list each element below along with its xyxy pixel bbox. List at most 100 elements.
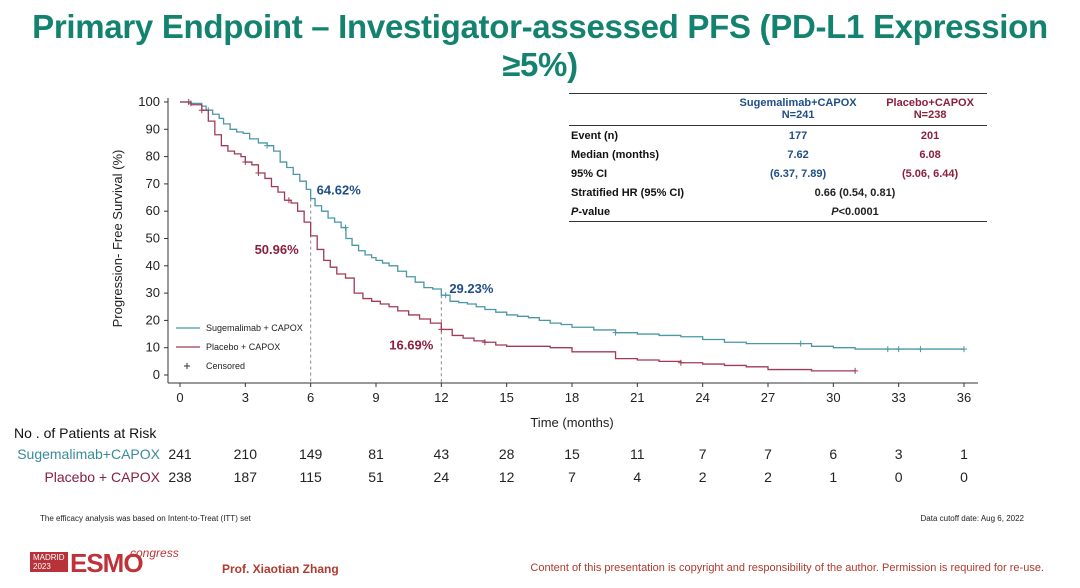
x-tick-label: 36	[957, 390, 971, 405]
risk-row: Sugemalimab+CAPOX 241 210 149 81 43 28 15 11 7 7 6 3…	[0, 446, 1080, 464]
y-tick-label: 20	[146, 312, 160, 327]
risk-value: 15	[564, 446, 580, 462]
x-tick-label: 24	[695, 390, 709, 405]
x-tick-label: 33	[891, 390, 905, 405]
y-tick-label: 80	[146, 149, 160, 164]
x-tick-label: 30	[826, 390, 840, 405]
stats-table: Sugemalimab+CAPOX N=241 Placebo+CAPOX N=23…	[569, 93, 987, 222]
risk-table-title: No . of Patients at Risk	[14, 425, 157, 441]
risk-value: 1	[829, 469, 838, 485]
stats-header-sugemalimab: Sugemalimab+CAPOX N=241	[739, 97, 857, 121]
legend-label: Censored	[206, 361, 245, 371]
y-tick-label: 10	[146, 340, 160, 355]
censor-mark	[852, 367, 859, 374]
risk-value: 6	[829, 446, 838, 462]
y-tick-label: 100	[138, 94, 160, 109]
censor-mark	[198, 107, 205, 114]
censor-mark	[481, 339, 488, 346]
logo-city-year: MADRID 2023	[30, 552, 68, 572]
censor-mark	[677, 359, 684, 366]
legend: Sugemalimab + CAPOX Placebo + CAPOX Censor…	[176, 323, 303, 371]
censor-mark	[342, 224, 349, 231]
censor-mark	[917, 346, 924, 353]
censor-mark	[242, 159, 249, 166]
annotation-label: 64.62%	[317, 183, 362, 198]
risk-value: 24	[433, 469, 450, 485]
x-tick-label: 12	[434, 390, 448, 405]
censor-mark	[797, 340, 804, 347]
annotations: 64.62% 50.96% 29.23% 16.69%	[255, 183, 494, 353]
risk-value: 7	[698, 446, 707, 462]
x-tick-label: 21	[630, 390, 644, 405]
annotation-label: 29.23%	[449, 281, 494, 296]
risk-value: 28	[498, 446, 515, 462]
y-tick-label: 40	[146, 258, 160, 273]
annotation-label: 16.69%	[389, 337, 434, 352]
km-curve-sugemalimab	[180, 101, 964, 350]
risk-value: 43	[433, 446, 450, 462]
x-axis-label: Time (months)	[530, 415, 613, 430]
censor-mark	[438, 326, 445, 333]
x-tick-label: 27	[761, 390, 775, 405]
y-axis-label: Progression- Free Survival (%)	[110, 150, 125, 328]
risk-row: Placebo + CAPOX 238 187 115 51 24 12 7 4 2 2 1 0 0	[0, 469, 1080, 487]
legend-censor-symbol	[184, 363, 190, 369]
risk-value: 51	[368, 469, 384, 485]
risk-value: 0	[960, 469, 968, 485]
x-tick-label: 15	[499, 390, 513, 405]
risk-value: 2	[698, 469, 707, 485]
censor-mark	[185, 99, 192, 105]
censor-mark	[895, 346, 902, 353]
legend-label: Placebo + CAPOX	[206, 342, 280, 352]
y-tick-label: 60	[146, 203, 160, 218]
risk-value: 2	[764, 469, 772, 485]
stats-row-pvalue: P-value P<0.0001	[569, 202, 987, 222]
stats-row-hr: Stratified HR (95% CI) 0.66 (0.54, 0.81)	[571, 186, 896, 199]
stats-header-blank	[569, 94, 723, 126]
censor-mark	[884, 346, 891, 353]
y-tick-label: 90	[146, 121, 160, 136]
stats-row-median: Median (months) 7.62 6.08	[571, 148, 941, 161]
stats-header-placebo: Placebo+CAPOX N=238	[886, 97, 974, 121]
risk-value: 187	[233, 469, 257, 485]
risk-value: 0	[894, 469, 903, 485]
y-tick-label: 70	[146, 176, 160, 191]
risk-row-label: Placebo + CAPOX	[44, 469, 160, 485]
risk-value: 12	[498, 469, 515, 485]
logo-suffix: congress	[130, 546, 179, 560]
y-tick-label: 30	[146, 285, 160, 300]
censor-mark	[285, 197, 292, 204]
y-tick-label: 0	[153, 367, 160, 382]
risk-value: 4	[633, 469, 642, 485]
risk-value: 210	[233, 446, 257, 462]
y-tick-label: 50	[146, 231, 160, 246]
risk-value: 115	[299, 469, 322, 485]
risk-value: 81	[368, 446, 384, 462]
curves	[180, 99, 967, 374]
risk-value: 7	[764, 446, 772, 462]
legend-label: Sugemalimab + CAPOX	[206, 323, 303, 333]
censor-mark	[442, 292, 449, 299]
risk-value: 241	[168, 446, 192, 462]
page-title: Primary Endpoint – Investigator-assessed…	[32, 8, 1048, 83]
risk-value: 11	[630, 446, 645, 462]
stats-row-events: Event (n) 177 201	[569, 125, 987, 146]
annotation-label: 50.96%	[255, 242, 300, 257]
copyright-note: Content of this presentation is copyrigh…	[530, 562, 1044, 574]
esmo-logo: MADRID 2023 ESMO congress	[30, 546, 180, 578]
x-tick-label: 9	[372, 390, 379, 405]
stats-row-ci: 95% CI (6.37, 7.89) (5.06, 6.44)	[571, 167, 959, 180]
x-tick-label: 0	[176, 390, 183, 405]
censor-mark	[612, 329, 619, 336]
x-tick-label: 6	[307, 390, 314, 405]
risk-value: 3	[894, 446, 903, 462]
risk-value: 7	[568, 469, 576, 485]
risk-value: 149	[298, 446, 323, 462]
presenter-name: Prof. Xiaotian Zhang	[222, 562, 339, 576]
risk-value: 238	[168, 469, 192, 485]
x-tick-label: 3	[242, 390, 249, 405]
logo-brand: ESMO	[70, 548, 144, 578]
risk-value: 1	[960, 446, 968, 462]
